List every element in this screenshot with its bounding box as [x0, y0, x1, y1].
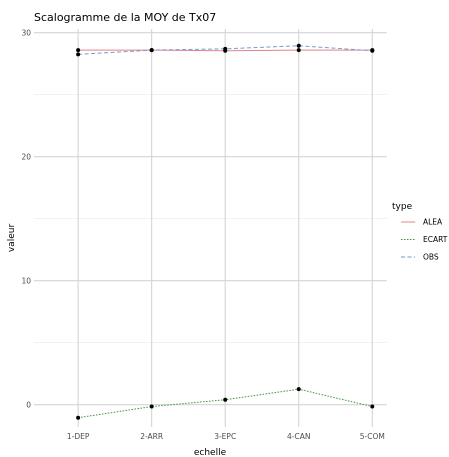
x-axis-title: echelle [194, 448, 227, 457]
legend-label-ecart: ECART [423, 235, 448, 244]
data-point-obs [296, 43, 301, 48]
x-tick-label: 3-EPC [214, 432, 236, 441]
data-point-obs [149, 48, 154, 53]
data-point-ecart [223, 397, 228, 402]
x-tick-label: 4-CAN [287, 432, 310, 441]
data-point-ecart [76, 415, 81, 420]
x-axis-ticks: 1-DEP 2-ARR 3-EPC 4-CAN 5-COM [67, 432, 385, 441]
y-tick-label: 20 [21, 152, 31, 161]
series-points [76, 43, 375, 420]
y-axis-title: valeur [7, 224, 17, 253]
data-point-ecart [296, 387, 301, 392]
legend-label-alea: ALEA [423, 218, 443, 227]
legend-label-obs: OBS [423, 253, 439, 262]
data-point-alea [76, 48, 81, 53]
legend: type ALEA ECART OBS [392, 202, 448, 262]
legend-title: type [392, 202, 413, 212]
y-axis-ticks: 0 10 20 30 [21, 28, 31, 409]
y-tick-label: 10 [21, 276, 31, 285]
chart-title: Scalogramme de la MOY de Tx07 [34, 11, 216, 24]
data-point-obs [76, 52, 81, 57]
data-point-ecart [370, 404, 375, 409]
x-tick-label: 2-ARR [140, 432, 163, 441]
y-tick-label: 0 [26, 400, 31, 409]
data-point-obs [370, 48, 375, 53]
data-point-ecart [149, 404, 154, 409]
grid [34, 29, 387, 427]
data-point-alea [296, 48, 301, 53]
series-line-obs [78, 45, 373, 55]
x-tick-label: 5-COM [360, 432, 385, 441]
y-tick-label: 30 [21, 28, 31, 37]
data-point-obs [223, 46, 228, 51]
x-tick-label: 1-DEP [67, 432, 90, 441]
